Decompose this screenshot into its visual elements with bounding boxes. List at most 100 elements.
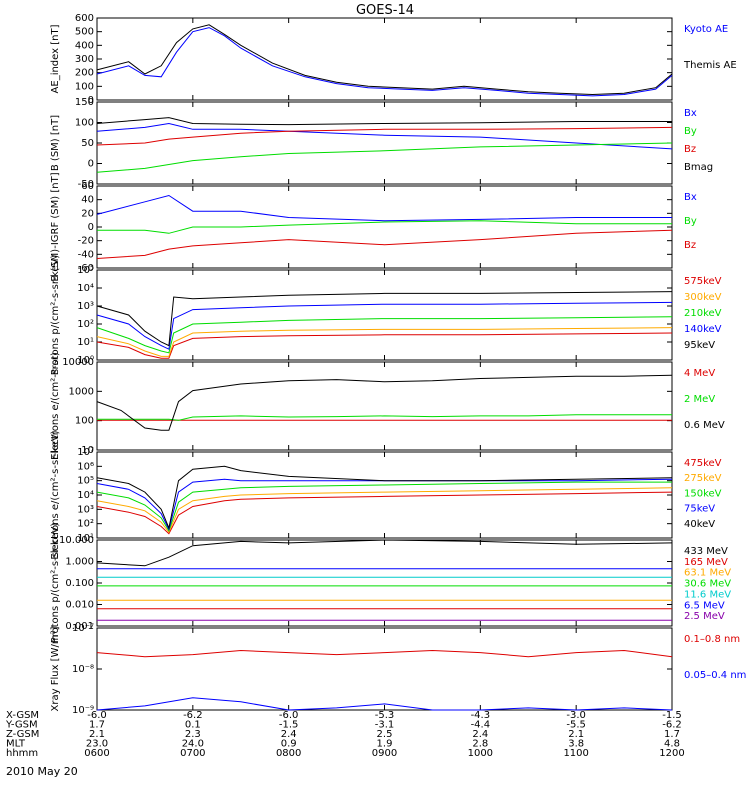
axis-row-label: hhmm <box>6 748 38 759</box>
series-line-0 <box>96 649 673 658</box>
series-line-2 <box>96 316 673 354</box>
y-axis-label: B (SM) [nT] <box>50 115 61 171</box>
axis-row-value: 24.0 <box>182 739 204 750</box>
y-tick-label: 150 <box>75 97 94 108</box>
series-line-4 <box>96 465 673 530</box>
y-tick-label: 10³ <box>77 301 94 312</box>
series-line-1 <box>96 24 673 96</box>
y-axis-label: Protons p/(cm²-s-sr-keV) <box>50 255 61 376</box>
axis-row-value: -6.2 <box>662 720 682 731</box>
axis-row-label: Y-GSM <box>5 720 38 731</box>
legend-entry: 11.6 MeV <box>684 589 731 600</box>
legend-entry: 575keV <box>684 276 722 287</box>
y-tick-label: 10⁴ <box>77 283 94 294</box>
axis-row-value: -4.3 <box>471 710 491 721</box>
y-tick-label: 0 <box>88 95 94 106</box>
y-tick-label: 400 <box>75 40 94 51</box>
axis-row-value: 23.0 <box>86 739 108 750</box>
y-tick-label: 500 <box>75 27 94 38</box>
y-tick-label: 60 <box>81 181 94 192</box>
legend-entry: 6.5 MeV <box>684 600 725 611</box>
panel-frame <box>96 627 673 711</box>
legend-entry: 30.6 MeV <box>684 579 731 590</box>
y-tick-label: 10² <box>77 519 94 530</box>
y-axis-label: Protons p/(cm²-s-sr-keV) <box>50 523 61 644</box>
axis-row-value: -1.5 <box>279 720 299 731</box>
axis-row-value: 0.1 <box>185 720 201 731</box>
y-tick-label: 10⁻⁷ <box>72 623 94 634</box>
axis-row-value: -5.5 <box>566 720 586 731</box>
axis-row-value: 2.3 <box>185 729 201 740</box>
y-tick-label: 10⁴ <box>77 490 94 501</box>
date-label: 2010 May 20 <box>6 765 78 778</box>
y-tick-label: 200 <box>75 68 94 79</box>
axis-row-label: MLT <box>6 739 26 750</box>
legend-entry: 4 MeV <box>684 368 715 379</box>
y-tick-label: 1.000 <box>65 557 94 568</box>
y-tick-label: 10⁻⁹ <box>72 705 94 716</box>
legend-entry: 165 MeV <box>684 557 728 568</box>
y-tick-label: 0 <box>88 159 94 170</box>
y-tick-label: 0.010 <box>65 600 94 611</box>
series-line-2 <box>96 126 673 146</box>
legend-entry: 0.05–0.4 nm <box>684 670 746 681</box>
panel-2: -60 -40 -20 0 20 40 60 B (SM)-IGRF (SM) [nT] Bx B… <box>50 172 697 281</box>
legend-entry: 433 MeV <box>684 546 728 557</box>
panel-frame <box>96 361 673 451</box>
axis-row-value: 2.4 <box>281 729 297 740</box>
y-tick-label: 100 <box>75 81 94 92</box>
axis-row-value: 1.7 <box>664 729 680 740</box>
y-tick-label: 0.100 <box>65 578 94 589</box>
y-tick-label: 40 <box>81 195 94 206</box>
series-line-2 <box>96 481 672 532</box>
panel-0: 0 100 200 300 400 500 600 AE_index [nT] Kyoto AE… <box>50 13 737 106</box>
y-axis-label: Xray Flux [W/m²] <box>50 626 61 711</box>
axis-row-value: 0900 <box>372 748 397 759</box>
legend-entry: 0.1–0.8 nm <box>684 634 740 645</box>
y-tick-label: 10⁶ <box>77 461 94 472</box>
axis-row-value: 1000 <box>468 748 493 759</box>
y-tick-label: 20 <box>81 208 94 219</box>
legend-entry: By <box>684 126 697 137</box>
legend-entry: 275keV <box>684 473 722 484</box>
axis-row-value: 0800 <box>276 748 301 759</box>
axis-row-value: 3.8 <box>568 739 584 750</box>
y-tick-label: 100 <box>75 416 94 427</box>
axis-row-value: -5.3 <box>375 710 395 721</box>
series-line-0 <box>96 122 673 150</box>
axis-row-value: 1.7 <box>89 720 105 731</box>
panel-frame <box>96 185 673 269</box>
axis-row-value: 2.5 <box>377 729 393 740</box>
series-line-1 <box>97 220 672 234</box>
y-axis-label: Electrons e/(cm²-s-sr-keV) <box>50 430 61 559</box>
panel-frame <box>96 17 673 101</box>
series-line-1 <box>97 414 672 421</box>
axis-row-label: X-GSM <box>6 710 39 721</box>
y-tick-label: -60 <box>78 263 94 274</box>
axis-row-label: Z-GSM <box>6 729 39 740</box>
y-tick-label: 10⁵ <box>77 476 94 487</box>
y-tick-label: 10¹ <box>77 337 94 348</box>
legend-entry: 475keV <box>684 458 722 469</box>
axis-row-value: 4.8 <box>664 739 680 750</box>
y-tick-label: 10000 <box>62 357 94 368</box>
panel-frame <box>96 269 673 361</box>
series-line-0 <box>96 539 673 567</box>
axis-row-value: 1.9 <box>377 739 393 750</box>
y-tick-label: 600 <box>75 13 94 24</box>
y-tick-label: 10⁷ <box>77 447 94 458</box>
legend-entry: 300keV <box>684 292 722 303</box>
axis-row-value: 2.4 <box>472 729 488 740</box>
y-tick-label: 0.001 <box>65 621 94 632</box>
y-tick-label: 10⁻⁸ <box>72 664 94 675</box>
axis-row-value: 0700 <box>180 748 205 759</box>
axis-row-value: 2.1 <box>89 729 105 740</box>
series-line-0 <box>96 27 673 97</box>
axis-row-value: -4.4 <box>471 720 491 731</box>
y-tick-label: 50 <box>81 138 94 149</box>
axis-row-value: 2.8 <box>472 739 488 750</box>
series-line-2 <box>96 229 673 259</box>
axis-row-value: 0.9 <box>281 739 297 750</box>
legend-entry: Bmag <box>684 162 713 173</box>
